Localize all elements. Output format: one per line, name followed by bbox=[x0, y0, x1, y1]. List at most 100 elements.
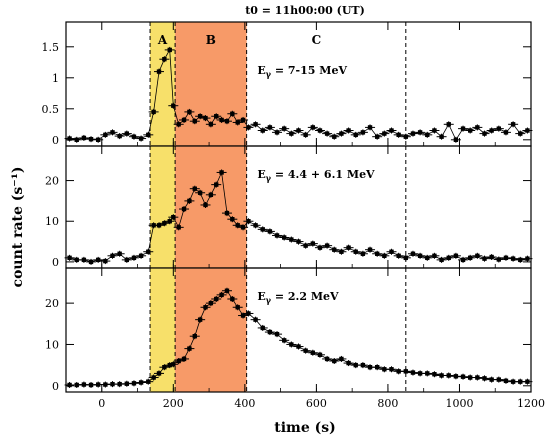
data-point bbox=[95, 257, 101, 263]
data-point bbox=[410, 370, 416, 375]
data-point bbox=[475, 375, 480, 380]
data-point bbox=[124, 131, 130, 136]
data-point bbox=[146, 132, 151, 138]
data-point bbox=[496, 126, 502, 131]
data-point bbox=[214, 182, 219, 187]
data-point bbox=[224, 288, 230, 293]
region-label-c: C bbox=[312, 33, 322, 47]
data-point bbox=[267, 125, 273, 130]
data-point bbox=[439, 134, 444, 139]
data-point bbox=[95, 382, 101, 387]
data-point bbox=[146, 379, 151, 384]
data-point bbox=[240, 117, 246, 123]
data-point bbox=[425, 132, 430, 138]
series-line bbox=[69, 48, 528, 141]
data-point bbox=[339, 131, 344, 136]
data-point bbox=[138, 136, 144, 141]
data-point bbox=[367, 247, 373, 252]
data-point bbox=[525, 256, 530, 261]
data-point bbox=[425, 255, 430, 261]
data-point bbox=[489, 128, 494, 133]
data-point bbox=[167, 219, 172, 224]
y-tick-label: 0 bbox=[52, 256, 59, 269]
data-point bbox=[203, 202, 208, 208]
chart-title: t0 = 11h00:00 (UT) bbox=[245, 4, 365, 17]
data-point bbox=[103, 132, 108, 138]
data-point bbox=[67, 136, 72, 141]
data-point bbox=[192, 334, 197, 339]
data-point bbox=[296, 128, 301, 133]
data-point bbox=[138, 380, 144, 385]
y-axis-label: count rate (s⁻¹) bbox=[10, 167, 26, 288]
data-point bbox=[219, 117, 224, 123]
data-point bbox=[389, 367, 394, 372]
data-point bbox=[303, 348, 308, 353]
data-point bbox=[187, 346, 192, 351]
data-point bbox=[146, 249, 151, 254]
x-tick-label: 800 bbox=[377, 397, 398, 410]
data-point bbox=[460, 374, 466, 379]
data-point bbox=[117, 133, 122, 139]
data-point bbox=[267, 329, 273, 335]
y-tick-label: 20 bbox=[45, 175, 59, 188]
data-point bbox=[489, 254, 494, 260]
data-point bbox=[317, 352, 323, 357]
energy-annotation: Eγ = 2.2 MeV bbox=[257, 290, 339, 305]
data-point bbox=[67, 382, 72, 388]
panel-3: 0 10 20 Eγ = 2.2 MeV bbox=[45, 267, 533, 393]
data-point bbox=[432, 372, 437, 377]
data-point bbox=[289, 342, 294, 347]
data-point bbox=[467, 128, 473, 133]
data-point bbox=[317, 128, 323, 133]
y-tick-label: 20 bbox=[45, 297, 59, 310]
data-point bbox=[88, 382, 94, 388]
data-point bbox=[525, 128, 530, 133]
data-point bbox=[156, 223, 162, 228]
data-point bbox=[360, 130, 366, 135]
x-tick-label: 400 bbox=[234, 397, 255, 410]
data-point bbox=[162, 365, 167, 370]
x-tick-label: 600 bbox=[306, 397, 327, 410]
y-tick-label: 10 bbox=[45, 215, 59, 228]
region-a-shade bbox=[150, 22, 176, 146]
data-point bbox=[432, 253, 437, 258]
data-point bbox=[219, 292, 224, 298]
data-point bbox=[103, 382, 108, 387]
data-point bbox=[417, 371, 423, 376]
data-point bbox=[214, 114, 219, 119]
series-line bbox=[69, 170, 528, 263]
data-point bbox=[310, 241, 316, 246]
data-point bbox=[151, 223, 156, 228]
data-point bbox=[303, 132, 308, 138]
data-point bbox=[324, 356, 330, 362]
y-tick-label: 0 bbox=[52, 380, 59, 393]
data-point bbox=[240, 313, 246, 318]
data-point bbox=[360, 362, 366, 368]
data-point bbox=[219, 170, 224, 175]
data-point bbox=[446, 373, 451, 378]
data-point bbox=[224, 210, 230, 216]
data-point bbox=[475, 125, 480, 130]
data-point bbox=[74, 382, 79, 388]
data-point bbox=[197, 190, 203, 195]
data-point bbox=[246, 125, 251, 130]
data-point bbox=[81, 257, 87, 263]
data-point bbox=[131, 134, 137, 139]
x-axis-label: time (s) bbox=[274, 420, 336, 436]
data-point bbox=[274, 331, 280, 337]
data-point bbox=[235, 120, 240, 125]
region-label-a: A bbox=[157, 33, 168, 47]
data-point bbox=[410, 131, 416, 136]
region-label-b: B bbox=[206, 33, 216, 47]
data-point bbox=[192, 186, 197, 191]
data-point bbox=[339, 249, 344, 254]
data-point bbox=[339, 356, 344, 362]
data-point bbox=[503, 255, 509, 261]
data-point bbox=[281, 235, 287, 240]
data-point bbox=[346, 245, 351, 250]
data-point bbox=[367, 365, 373, 370]
data-point bbox=[197, 114, 203, 119]
energy-annotation: Eγ = 4.4 + 6.1 MeV bbox=[257, 168, 375, 183]
data-point bbox=[246, 311, 251, 316]
